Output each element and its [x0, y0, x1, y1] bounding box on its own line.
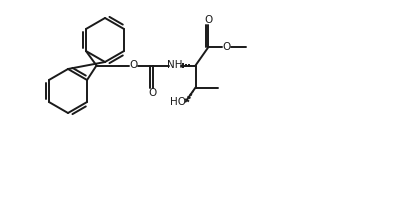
- Text: O: O: [223, 42, 231, 52]
- Text: O: O: [204, 15, 212, 25]
- Text: O: O: [148, 88, 157, 99]
- Text: HO: HO: [170, 97, 186, 107]
- Text: NH: NH: [167, 61, 182, 71]
- Text: O: O: [130, 61, 138, 71]
